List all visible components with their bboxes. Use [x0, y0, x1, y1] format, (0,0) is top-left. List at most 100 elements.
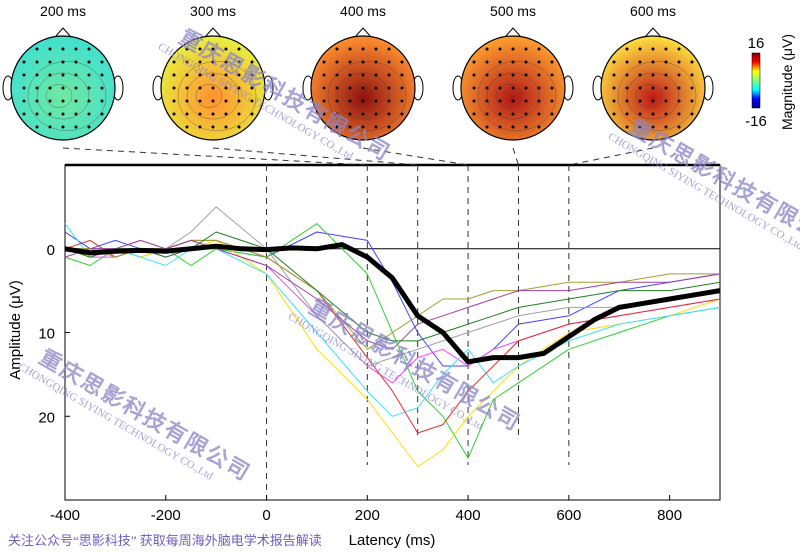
- contour-line: [27, 61, 107, 131]
- electrode-dot: [87, 47, 91, 51]
- contour-line: [345, 84, 373, 108]
- electrode-dot: [472, 99, 476, 103]
- electrode-dot: [612, 99, 616, 103]
- electrode-dot: [87, 60, 91, 64]
- electrode-dot: [237, 86, 241, 90]
- electrode-dot: [198, 125, 202, 129]
- x-tick-label: -200: [151, 507, 181, 524]
- electrode-dot: [612, 112, 616, 116]
- electrode-dot: [537, 125, 541, 129]
- electrode-dot: [625, 47, 629, 51]
- electrode-dot: [100, 60, 104, 64]
- electrode-dot: [638, 47, 642, 51]
- electrode-dot: [485, 99, 489, 103]
- electrode-dot: [48, 86, 52, 90]
- electrode-dot: [361, 47, 365, 51]
- electrode-dot: [198, 73, 202, 77]
- electrode-dot: [524, 99, 528, 103]
- electrode-dot: [224, 112, 228, 116]
- electrode-dot: [87, 86, 91, 90]
- electrode-dot: [211, 73, 215, 77]
- electrode-dot: [61, 73, 65, 77]
- topomap-label: 400 ms: [340, 3, 386, 19]
- electrode-dot: [651, 73, 655, 77]
- electrode-dot: [387, 112, 391, 116]
- electrode-dot: [400, 99, 404, 103]
- topomap-label: 300 ms: [190, 3, 236, 19]
- electrode-dot: [74, 47, 78, 51]
- electrode-dot: [387, 86, 391, 90]
- electrode-dot: [472, 73, 476, 77]
- electrode-dot: [22, 86, 26, 90]
- electrode-dot: [335, 112, 339, 116]
- electrode-dot: [638, 86, 642, 90]
- electrode-dot: [361, 60, 365, 64]
- electrode-dot: [651, 99, 655, 103]
- electrode-dot: [322, 73, 326, 77]
- electrode-dot: [198, 47, 202, 51]
- electrode-dot: [74, 73, 78, 77]
- electrode-dot: [211, 112, 215, 116]
- electrode-dot: [651, 47, 655, 51]
- electrode-dot: [374, 47, 378, 51]
- electrode-dot: [185, 112, 189, 116]
- channel-line: [64, 239, 721, 467]
- colorbar-max: 16: [748, 35, 765, 52]
- contour-line: [186, 72, 240, 120]
- electrode-dot: [625, 60, 629, 64]
- contour-line: [177, 61, 257, 131]
- electrode-dot: [537, 60, 541, 64]
- electrode-dot: [400, 73, 404, 77]
- electrode-dot: [87, 99, 91, 103]
- electrode-dot: [387, 47, 391, 51]
- electrode-dot: [498, 60, 502, 64]
- electrode-dot: [537, 112, 541, 116]
- electrode-dot: [335, 60, 339, 64]
- electrode-dot: [322, 86, 326, 90]
- electrode-dot: [185, 60, 189, 64]
- electrode-dot: [61, 112, 65, 116]
- electrode-dot: [664, 112, 668, 116]
- electrode-dot: [48, 47, 52, 51]
- electrode-dot: [677, 86, 681, 90]
- electrode-dot: [185, 73, 189, 77]
- electrode-dot: [651, 112, 655, 116]
- electrode-dot: [172, 73, 176, 77]
- electrode-dot: [638, 99, 642, 103]
- contour-line: [486, 72, 540, 120]
- electrode-dot: [690, 86, 694, 90]
- electrode-dot: [677, 99, 681, 103]
- x-tick-label: 400: [456, 507, 481, 524]
- electrode-dot: [524, 73, 528, 77]
- electrode-dot: [35, 112, 39, 116]
- electrode-dot: [387, 60, 391, 64]
- electrode-dot: [400, 60, 404, 64]
- contour-line: [635, 84, 663, 108]
- x-tick-label: -400: [50, 507, 80, 524]
- electrode-dot: [690, 60, 694, 64]
- electrode-dot: [322, 99, 326, 103]
- electrode-dot: [400, 112, 404, 116]
- electrode-dot: [22, 73, 26, 77]
- electrode-dot: [211, 47, 215, 51]
- electrode-dot: [664, 125, 668, 129]
- electrode-dot: [638, 73, 642, 77]
- electrode-dot: [87, 73, 91, 77]
- electrode-dot: [612, 73, 616, 77]
- electrode-dot: [172, 99, 176, 103]
- electrode-dot: [638, 112, 642, 116]
- contour-line: [336, 72, 390, 120]
- electrode-dot: [690, 112, 694, 116]
- y-tick-label: 20: [38, 409, 55, 426]
- electrode-dot: [485, 86, 489, 90]
- electrode-dot: [322, 60, 326, 64]
- electrode-dot: [498, 112, 502, 116]
- electrode-dot: [625, 99, 629, 103]
- electrode-dot: [22, 99, 26, 103]
- electrode-dot: [185, 99, 189, 103]
- electrode-dot: [22, 112, 26, 116]
- connector-line: [212, 147, 418, 166]
- electrode-dot: [485, 60, 489, 64]
- electrode-dot: [664, 99, 668, 103]
- electrode-dot: [400, 86, 404, 90]
